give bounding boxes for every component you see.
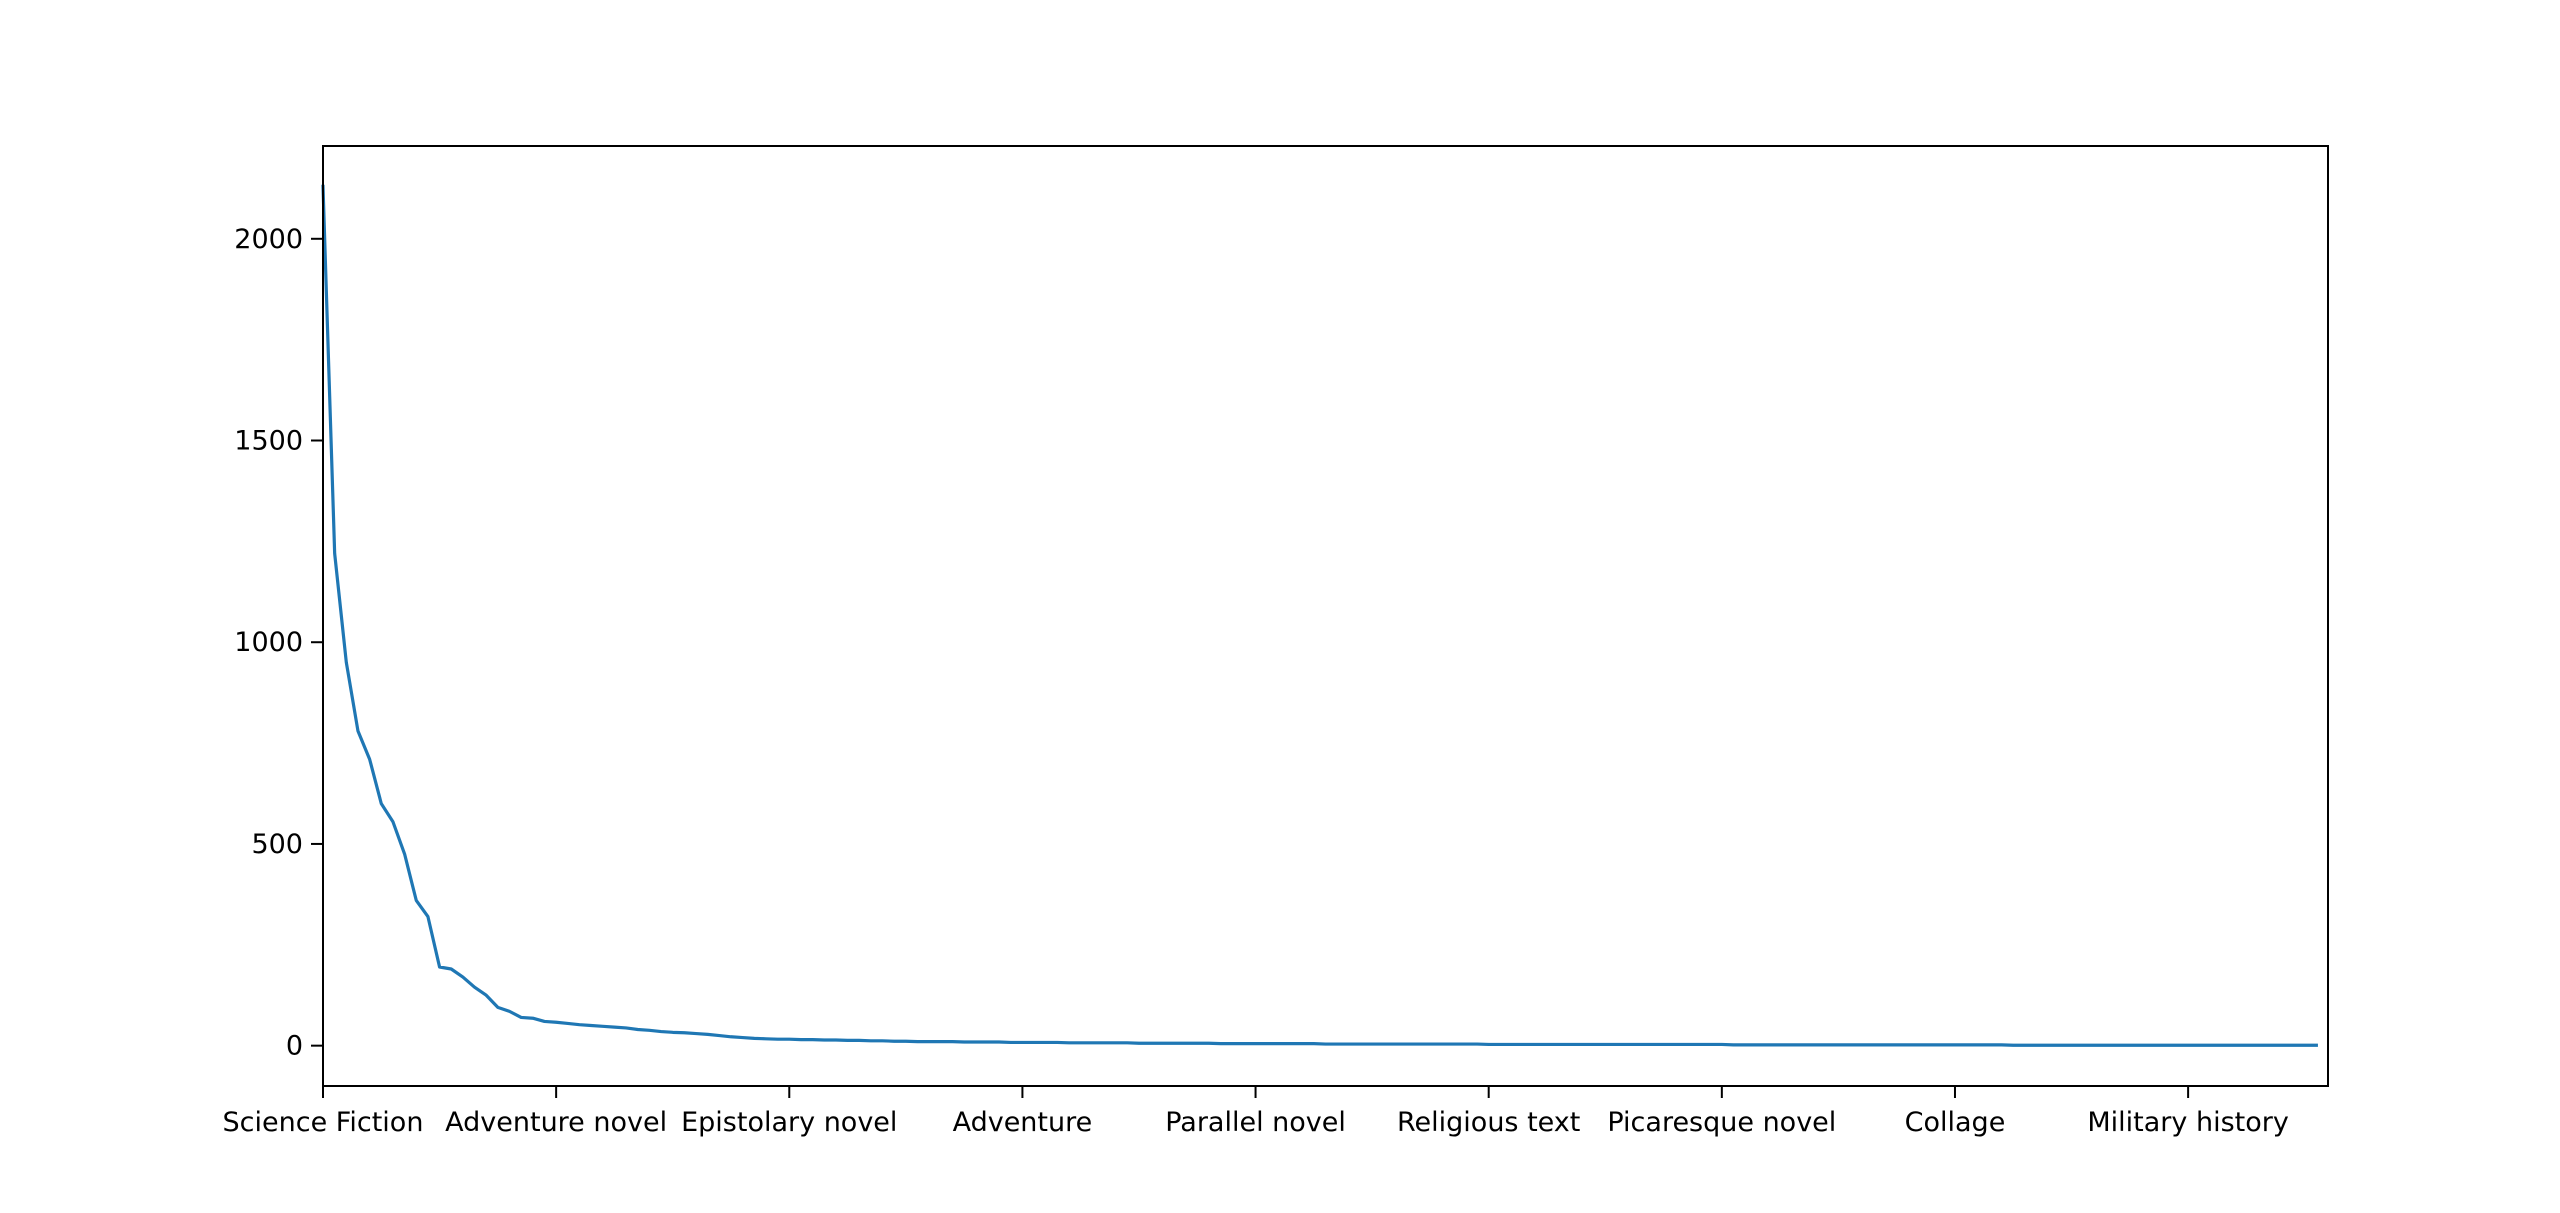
x-tick-label: Adventure novel xyxy=(445,1107,667,1138)
y-tick-label: 1000 xyxy=(234,627,303,658)
x-tick-label: Adventure xyxy=(953,1107,1093,1138)
series-line-0 xyxy=(321,184,2318,1047)
x-tick-label: Collage xyxy=(1905,1107,2006,1138)
series-layer xyxy=(321,184,2318,1047)
x-tick-label: Parallel novel xyxy=(1165,1107,1346,1138)
y-tick-label: 2000 xyxy=(234,224,303,255)
x-tick-label: Military history xyxy=(2087,1107,2288,1138)
plot-frame xyxy=(322,145,2329,1087)
x-tick-label: Science Fiction xyxy=(223,1107,424,1138)
y-tick-label: 0 xyxy=(286,1031,303,1062)
y-tick-label: 1500 xyxy=(234,426,303,457)
x-tick-label: Picaresque novel xyxy=(1607,1107,1836,1138)
x-tick-label: Religious text xyxy=(1397,1107,1580,1138)
y-axis: 0 500 1000 1500 2000 xyxy=(234,224,323,1062)
y-tick-label: 500 xyxy=(251,829,303,860)
x-tick-label: Epistolary novel xyxy=(681,1107,897,1138)
x-axis: Science Fiction Adventure novel Epistolary… xyxy=(223,1086,2289,1138)
